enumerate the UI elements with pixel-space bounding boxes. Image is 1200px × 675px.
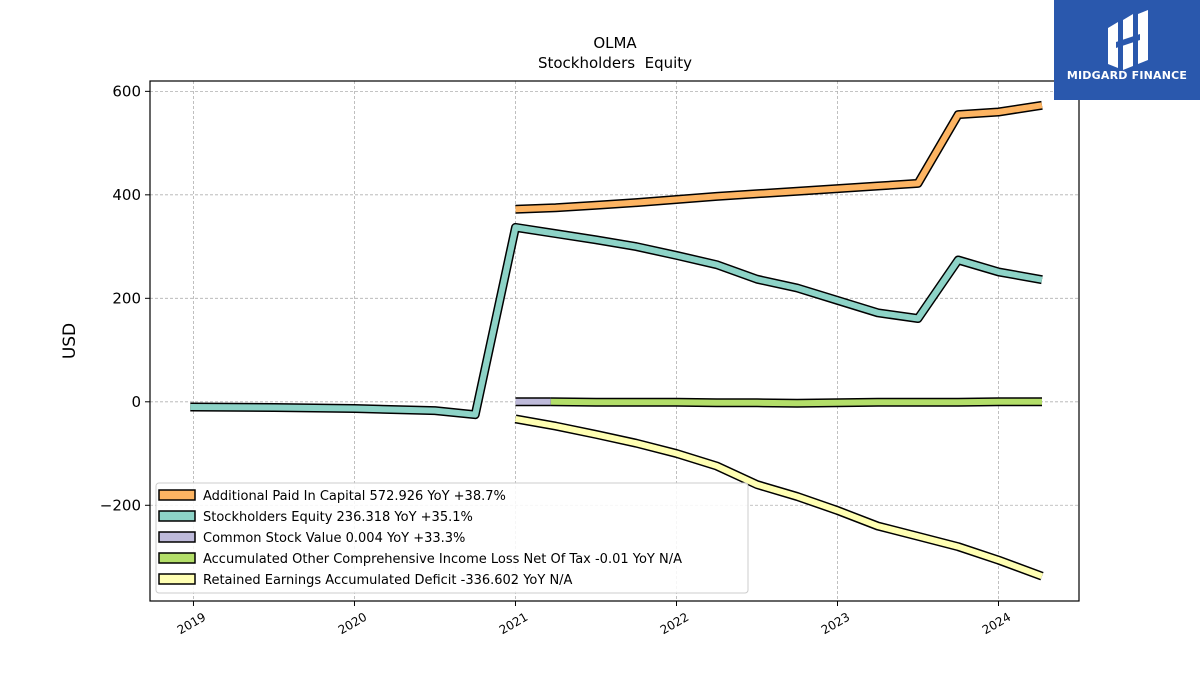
series-line: [550, 398, 1042, 407]
x-tick-label: 2024: [980, 610, 1013, 637]
legend-box: [155, 482, 749, 594]
legend-entry: Common Stock Value 0.004 YoY +33.3%: [203, 531, 465, 546]
series-line-outline: [190, 222, 1043, 420]
legend-swatch: [158, 510, 196, 522]
chart-title: OLMA: [593, 34, 637, 52]
y-tick-label: 600: [112, 82, 141, 100]
x-tick-label: 2022: [658, 610, 691, 637]
midgard-logo-icon: [1108, 10, 1148, 70]
y-axis-label: USD: [60, 323, 80, 359]
series-lines: [190, 100, 1044, 581]
x-tick-label: 2020: [336, 610, 369, 637]
series-3: [550, 397, 1042, 408]
y-tick-label: −200: [100, 496, 141, 514]
y-tick-label: 200: [112, 289, 141, 307]
x-tick-label: 2019: [175, 610, 208, 637]
series-1: [190, 222, 1043, 420]
legend-entry: Additional Paid In Capital 572.926 YoY +…: [203, 489, 506, 504]
series-0: [515, 100, 1043, 214]
chart-subtitle: Stockholders Equity: [538, 54, 692, 72]
series-line: [514, 415, 1044, 580]
legend: Additional Paid In Capital 572.926 YoY +…: [155, 482, 749, 594]
legend-swatch: [158, 573, 196, 585]
x-tick-label: 2021: [497, 610, 530, 637]
series-line: [190, 224, 1043, 418]
y-tick-label: 400: [112, 186, 141, 204]
series-4: [514, 414, 1044, 581]
legend-entry: Retained Earnings Accumulated Deficit -3…: [203, 573, 573, 588]
legend-entry: Accumulated Other Comprehensive Income L…: [203, 552, 682, 567]
legend-swatch: [158, 531, 196, 543]
x-tick-label: 2023: [819, 610, 852, 637]
brand-name: MIDGARD FINANCE: [1066, 69, 1188, 82]
legend-swatch: [158, 552, 196, 564]
plot-frame: [149, 80, 1080, 602]
legend-swatch: [158, 489, 196, 501]
brand-logo: MIDGARD FINANCE: [1054, 0, 1200, 100]
grid: [150, 81, 1079, 601]
series-line: [515, 102, 1043, 213]
y-tick-label: 0: [131, 393, 141, 411]
legend-entry: Stockholders Equity 236.318 YoY +35.1%: [203, 510, 473, 525]
